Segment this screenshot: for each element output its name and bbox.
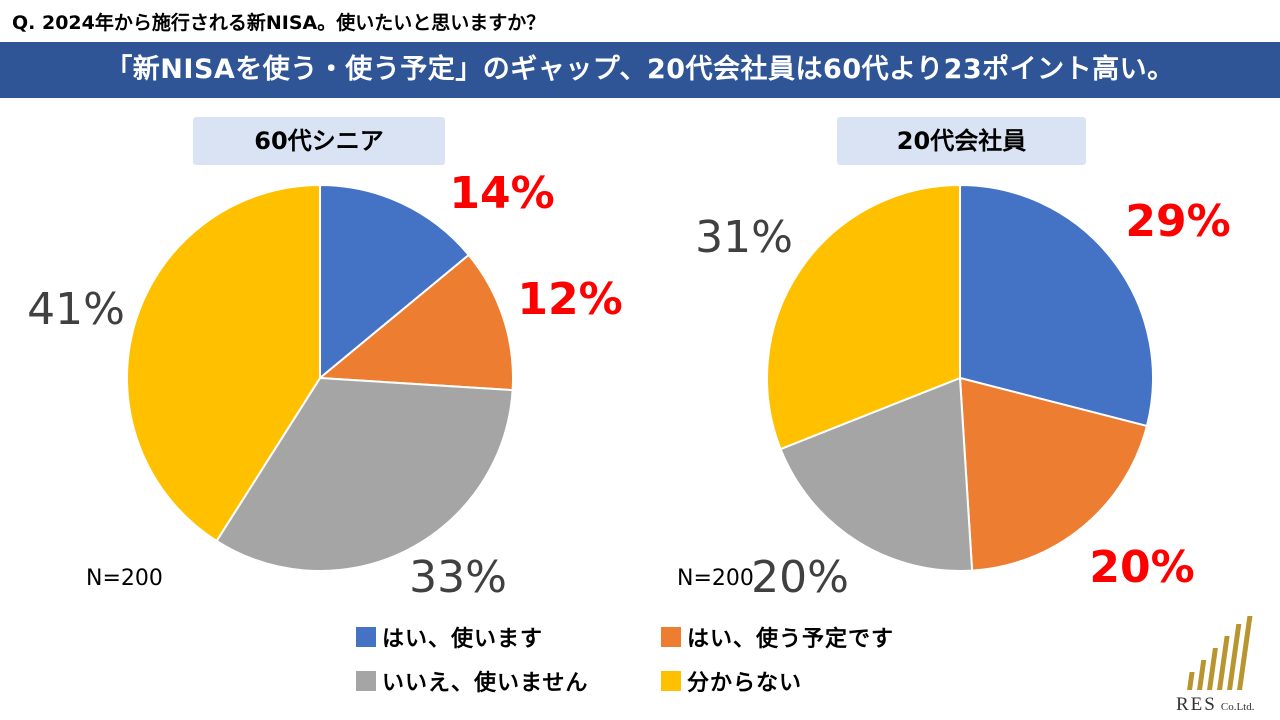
legend-item-plan: はい、使う予定です xyxy=(661,622,894,652)
logo-bar xyxy=(1187,672,1195,690)
logo-bar xyxy=(1237,616,1253,690)
logo-bar xyxy=(1197,660,1207,690)
logo-name: RES xyxy=(1176,694,1217,715)
pie-slice-20s-unknown xyxy=(766,183,961,451)
headline-banner: 「新NISAを使う・使う予定」のギャップ、20代会社員は60代より23ポイント高… xyxy=(0,42,1280,98)
logo-suffix: Co.Ltd. xyxy=(1220,701,1255,713)
data-label-20s-yes: 29% xyxy=(1125,196,1231,247)
chart-title-60s: 60代シニア xyxy=(193,117,445,165)
pie-slice-60s-unknown xyxy=(126,183,321,543)
legend-item-yes: はい、使います xyxy=(356,622,543,652)
legend-label-no: いいえ、使いません xyxy=(382,671,589,696)
legend-label-plan: はい、使う予定です xyxy=(687,627,895,652)
data-label-60s-yes: 14% xyxy=(449,168,555,219)
chart-title-20s: 20代会社員 xyxy=(837,117,1086,165)
data-label-60s-no: 33% xyxy=(409,552,507,603)
logo-text: RES Co.Ltd. xyxy=(1168,694,1280,716)
pie-slice-20s-yes xyxy=(959,183,1154,428)
logo-bar xyxy=(1207,648,1218,690)
logo-bar xyxy=(1217,636,1230,690)
legend-label-unknown: 分からない xyxy=(687,671,803,696)
legend-swatch-no xyxy=(356,671,376,691)
question-text: Q. 2024年から施行される新NISA。使いたいと思いますか？ xyxy=(12,12,546,34)
legend-swatch-plan xyxy=(661,627,681,647)
legend-item-no: いいえ、使いません xyxy=(356,666,588,696)
company-logo: RES Co.Ltd. xyxy=(1168,612,1280,720)
pie-slice-20s-plan xyxy=(958,376,1149,572)
data-label-60s-plan: 12% xyxy=(517,274,623,325)
data-label-20s-unknown: 31% xyxy=(695,212,793,263)
legend-label-yes: はい、使います xyxy=(382,627,544,652)
pie-slice-20s-no xyxy=(779,376,974,572)
pie-slice-60s-plan xyxy=(317,253,514,392)
data-label-20s-plan: 20% xyxy=(1089,542,1195,593)
sample-size-60s: N=200 xyxy=(86,566,163,591)
logo-bars-icon xyxy=(1187,616,1253,690)
legend-swatch-yes xyxy=(356,627,376,647)
data-label-20s-no: 20% xyxy=(751,552,849,603)
pie-slice-60s-yes xyxy=(319,183,471,381)
pie-slice-60s-no xyxy=(215,376,514,572)
sample-size-20s: N=200 xyxy=(677,566,754,591)
data-label-60s-unknown: 41% xyxy=(27,284,125,335)
logo-bar xyxy=(1227,624,1242,690)
legend-item-unknown: 分からない xyxy=(661,666,802,696)
legend-swatch-unknown xyxy=(661,671,681,691)
